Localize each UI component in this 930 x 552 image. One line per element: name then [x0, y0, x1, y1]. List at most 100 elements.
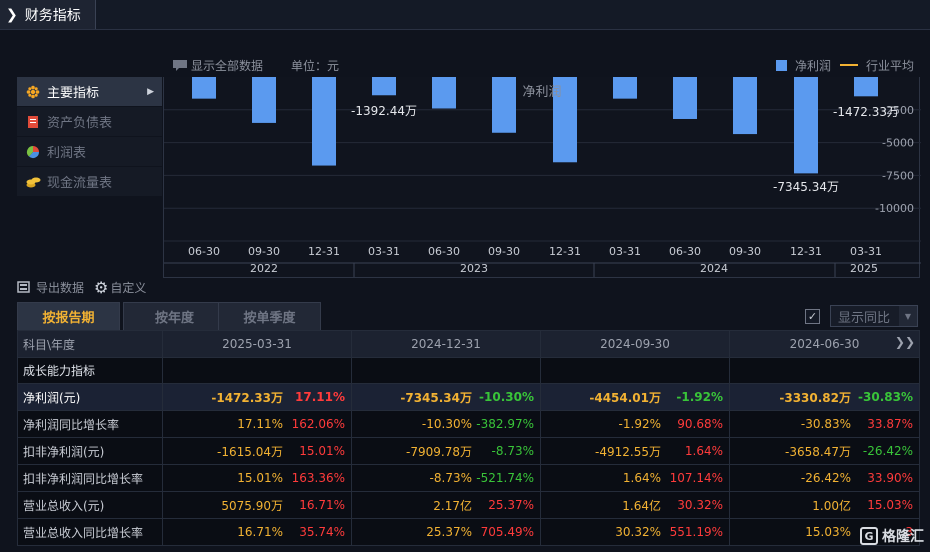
cell-value: 1.64亿 [622, 498, 661, 513]
legend-bar-label: 净利润 [795, 58, 832, 73]
page-title: 财务指标 [24, 7, 81, 24]
sidebar-item-income-statement[interactable]: 利润表 [17, 137, 162, 167]
cell-content: -3330.82万 -30.83% [731, 389, 919, 406]
table-row[interactable]: 营业总收入同比增长率 16.71% 35.74% 25.37% 705.49% 30.32… [17, 518, 920, 546]
cell-value: 30.32% [615, 525, 661, 539]
cell-content: -7345.34万 -10.30% [353, 389, 540, 406]
comment-icon [173, 59, 187, 71]
cell-value: 15.03% [805, 525, 851, 539]
section-row: 成长能力指标 [17, 357, 920, 384]
customize-label: 自定义 [110, 280, 147, 295]
row-label: 营业总收入(元) [17, 491, 163, 519]
table-cell: -7345.34万 -10.30% [351, 383, 541, 411]
row-label: 营业总收入同比增长率 [17, 518, 163, 546]
row-label: 净利润(元) [17, 383, 163, 411]
table-row[interactable]: 扣非净利润同比增长率 15.01% 163.36% -8.73% -521.74% 1.6… [17, 464, 920, 492]
sidebar-item-cash-flow[interactable]: 现金流量表 [17, 167, 162, 197]
cell-value: 5075.90万 [221, 498, 283, 513]
cell-yoy: 1.64% [684, 444, 723, 458]
cell-yoy: 551.19% [669, 525, 723, 539]
cell-content: -4454.01万 -1.92% [542, 389, 729, 406]
table-header-row: 科目\年度 2025-03-31 2024-12-31 2024-09-30 2… [17, 330, 920, 358]
sidebar-item-balance-sheet[interactable]: 资产负债表 [17, 107, 162, 137]
table-row[interactable]: 扣非净利润(元) -1615.04万 15.01% -7909.78万 -8.73% -4… [17, 437, 920, 465]
x-tick-label: 06-30 [428, 245, 460, 258]
cell-content: -26.42% 33.90% [731, 471, 919, 485]
column-header-period[interactable]: 2025-03-31 [162, 330, 352, 358]
export-data-button[interactable]: 导出数据 [17, 279, 84, 296]
bar [192, 77, 216, 99]
table-cell: 16.71% 35.74% [162, 518, 352, 546]
show-all-data-toggle[interactable]: 显示全部数据 [173, 56, 263, 74]
cell-yoy: 33.90% [867, 471, 913, 485]
tab-by-quarter[interactable]: 按单季度 [218, 302, 321, 330]
row-label: 净利润同比增长率 [17, 410, 163, 438]
empty-cell [729, 357, 920, 384]
table-cell: -30.83% 33.87% [729, 410, 920, 438]
tab-by-report-period[interactable]: 按报告期 [17, 302, 120, 330]
double-chevron-right-icon[interactable]: ❯❯ [894, 335, 915, 349]
table-cell: 1.64亿 30.32% [540, 491, 730, 519]
x-tick-label: 12-31 [790, 245, 822, 258]
cell-content: -1472.33万 17.11% [164, 389, 351, 406]
cell-yoy: -1.92% [676, 390, 723, 404]
column-header-period[interactable]: 2024-12-31 [351, 330, 541, 358]
column-header-period[interactable]: 2024-09-30 [540, 330, 730, 358]
sidebar-item-main-indicators[interactable]: 主要指标 ▶ [17, 77, 162, 107]
yoy-checkbox[interactable]: ✓ [805, 308, 820, 324]
bar [673, 77, 697, 119]
tab-by-year[interactable]: 按年度 [123, 302, 226, 330]
table-cell: 1.64% 107.14% [540, 464, 730, 492]
data-label: -7345.34万 [773, 180, 839, 194]
chevron-down-icon: ▼ [899, 306, 917, 326]
cell-content: -1615.04万 15.01% [164, 443, 351, 460]
customize-button[interactable]: ⚙ 自定义 [94, 278, 146, 297]
coins-icon [25, 174, 41, 190]
cell-value: 1.00亿 [812, 498, 851, 513]
table-row[interactable]: 营业总收入(元) 5075.90万 16.71% 2.17亿 25.37% 1.64亿 30… [17, 491, 920, 519]
cell-content: -3658.47万 -26.42% [731, 443, 919, 460]
x-tick-label: 03-31 [368, 245, 400, 258]
sidebar-item-label: 资产负债表 [47, 116, 113, 131]
cell-content: 25.37% 705.49% [353, 525, 540, 539]
cell-value: 25.37% [426, 525, 472, 539]
column-header-subject: 科目\年度 [17, 330, 163, 358]
bar [252, 77, 276, 123]
x-tick-label: 03-31 [850, 245, 882, 258]
cell-content: 2.17亿 25.37% [353, 497, 540, 514]
chart-legend: 净利润 行业平均 [776, 56, 914, 74]
x-tick-label: 12-31 [308, 245, 340, 258]
cell-yoy: 162.06% [291, 417, 345, 431]
document-icon [25, 114, 41, 130]
year-label: 2025 [850, 262, 878, 275]
column-header-period[interactable]: 2024-06-30 ❯❯ [729, 330, 920, 358]
bar [854, 77, 878, 97]
unit-label: 单位：元 [291, 58, 340, 73]
table-cell: 5075.90万 16.71% [162, 491, 352, 519]
yoy-select[interactable]: 显示同比 ▼ [830, 305, 918, 327]
bar [553, 77, 577, 163]
cell-value: -4454.01万 [589, 390, 661, 405]
cell-content: -8.73% -521.74% [353, 471, 540, 485]
cell-yoy: 15.03% [867, 498, 913, 512]
table-row[interactable]: 净利润(元) -1472.33万 17.11% -7345.34万 -10.30% -44… [17, 383, 920, 411]
table-cell: -7909.78万 -8.73% [351, 437, 541, 465]
net-profit-chart: -2500 -5000 -7500 -10000 净利润 -1392.44万 -7345.3… [163, 77, 921, 278]
net-profit-bar-chart: -2500 -5000 -7500 -10000 净利润 -1392.44万 -7345.3… [164, 77, 921, 277]
table-row[interactable]: 净利润同比增长率 17.11% 162.06% -10.30% -382.97% -1.9… [17, 410, 920, 438]
triangle-right-icon: ▶ [147, 86, 154, 97]
column-header-label: 2024-06-30 [789, 337, 860, 351]
bar [372, 77, 396, 96]
cell-yoy: -30.83% [858, 390, 913, 404]
cell-yoy: -26.42% [862, 444, 913, 458]
sidebar-item-label: 利润表 [47, 146, 87, 161]
y-tick-label: -7500 [882, 169, 914, 182]
title-tab[interactable]: ❯ 财务指标 [0, 0, 96, 29]
x-tick-label: 12-31 [549, 245, 581, 258]
x-tick-label: 09-30 [488, 245, 520, 258]
table-cell: 30.32% 551.19% [540, 518, 730, 546]
cell-content: -30.83% 33.87% [731, 417, 919, 431]
cell-value: -3658.47万 [785, 444, 851, 459]
cell-yoy: -8.73% [491, 444, 534, 458]
sidebar: 主要指标 ▶ 资产负债表 利润表 现金流量表 [17, 77, 162, 197]
